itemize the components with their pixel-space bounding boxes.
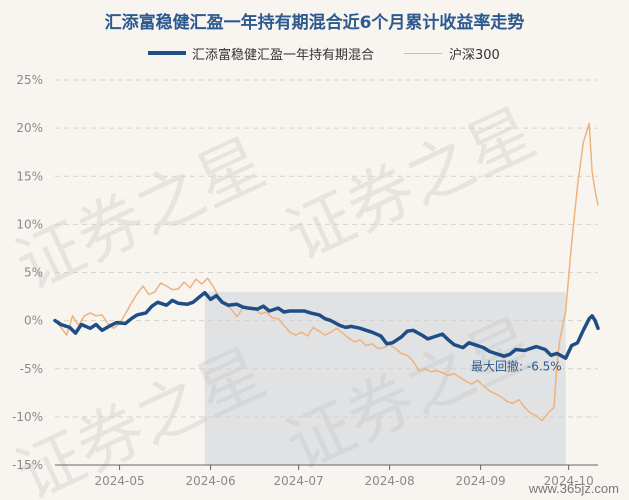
chart-title: 汇添富稳健汇盈一年持有期混合近6个月累计收益率走势 bbox=[104, 13, 525, 33]
x-tick-label: 2024-07 bbox=[274, 474, 324, 488]
legend-label-index: 沪深300 bbox=[449, 48, 500, 63]
x-tick-label: 2024-06 bbox=[185, 474, 235, 488]
x-tick-label: 2024-08 bbox=[365, 474, 415, 488]
y-tick-label: 15% bbox=[16, 169, 43, 183]
y-tick-label: 10% bbox=[16, 217, 43, 231]
series-line-fund bbox=[53, 290, 600, 360]
y-tick-label: -10% bbox=[12, 410, 43, 424]
x-tick-label: 2024-09 bbox=[456, 474, 506, 488]
watermark-text: 证券之星 bbox=[275, 94, 547, 275]
y-tick-label: -15% bbox=[12, 458, 43, 472]
y-tick-label: 5% bbox=[24, 266, 43, 280]
series-line-index bbox=[54, 122, 599, 422]
legend-label-fund: 汇添富稳健汇盈一年持有期混合 bbox=[192, 48, 375, 63]
legend-swatch-fund bbox=[148, 51, 186, 55]
watermark-text: 证券之星 bbox=[5, 124, 277, 305]
x-tick-label: 2024-10 bbox=[544, 474, 594, 488]
legend: 汇添富稳健汇盈一年持有期混合 沪深300 bbox=[0, 44, 629, 64]
drawdown-annotation: 最大回撤: -6.5% bbox=[471, 359, 562, 374]
legend-swatch-index bbox=[404, 53, 442, 54]
y-tick-label: 25% bbox=[16, 73, 43, 87]
x-tick-label: 2024-05 bbox=[95, 474, 145, 488]
site-label: www.365jz.com bbox=[528, 481, 619, 496]
drawdown-region bbox=[204, 291, 566, 465]
y-tick-label: -5% bbox=[20, 362, 43, 376]
y-tick-label: 20% bbox=[16, 121, 43, 135]
y-tick-label: 0% bbox=[24, 314, 43, 328]
